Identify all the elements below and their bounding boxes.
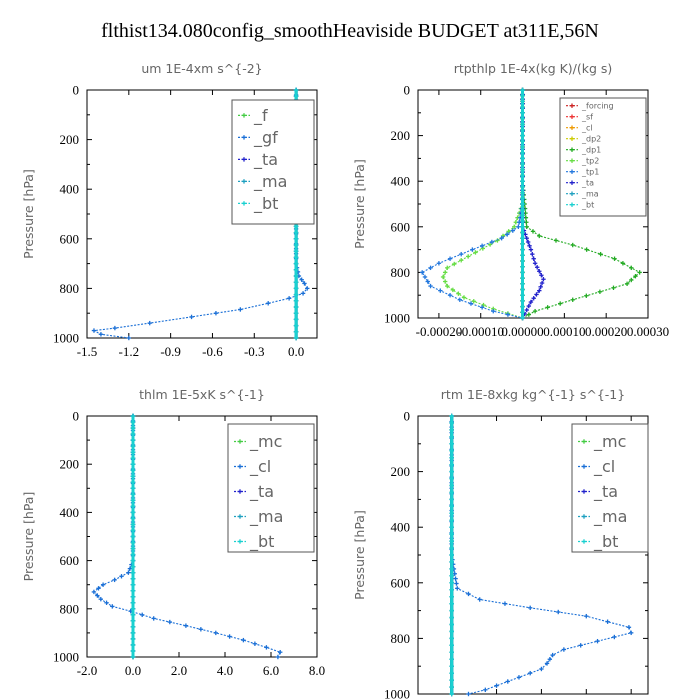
y-tick-label: 400 bbox=[60, 505, 80, 520]
y-tick-label: 200 bbox=[391, 464, 411, 479]
y-tick-label: 400 bbox=[391, 174, 411, 189]
y-tick-label: 1000 bbox=[53, 650, 79, 665]
legend-box bbox=[559, 97, 647, 217]
x-tick-label: 0.00010 bbox=[543, 324, 585, 339]
legend-label: _ma bbox=[249, 507, 283, 527]
x-tick-label: 0.0 bbox=[125, 663, 141, 678]
legend-box bbox=[571, 423, 649, 553]
legend-label: _bt bbox=[581, 201, 594, 210]
x-tick-label: 6.0 bbox=[263, 663, 279, 678]
x-tick-label: -0.3 bbox=[244, 344, 265, 359]
legend-label: _cl bbox=[581, 124, 593, 133]
legend-label: _ta bbox=[581, 179, 594, 188]
legend-label: _gf bbox=[253, 128, 278, 148]
y-tick-label: 0 bbox=[404, 409, 411, 424]
y-tick-label: 0 bbox=[73, 83, 80, 98]
legend: _f_gf_ta_ma_bt bbox=[231, 99, 315, 225]
x-tick-label: 4.0 bbox=[217, 663, 233, 678]
x-tick-label: 2.0 bbox=[171, 663, 187, 678]
y-tick-label: 600 bbox=[391, 575, 411, 590]
legend-label: _bt bbox=[593, 532, 618, 552]
legend-label: _ta bbox=[253, 150, 278, 170]
legend-box bbox=[227, 423, 315, 553]
plot-title: um 1E-4xm s^{-2} bbox=[141, 61, 262, 76]
chart-panel-1: um 1E-4xm s^{-2} Pressure [hPa] 0 200 400 600… bbox=[21, 61, 318, 359]
y-axis-label: Pressure [hPa] bbox=[352, 510, 367, 600]
x-tick-label: 0.00000 bbox=[501, 324, 543, 339]
legend-label: _sf bbox=[581, 113, 593, 122]
x-tick-label: -2.0 bbox=[77, 663, 98, 678]
y-tick-label: 1000 bbox=[53, 331, 79, 346]
y-tick-label: 200 bbox=[60, 132, 80, 147]
y-tick-label: 800 bbox=[60, 281, 80, 296]
series-bt bbox=[130, 413, 136, 660]
series-line bbox=[421, 90, 524, 319]
x-tick-label: -0.00020 bbox=[416, 324, 463, 339]
x-tick-label: -1.2 bbox=[119, 344, 140, 359]
x-tick-label: -1.5 bbox=[77, 344, 98, 359]
legend-label: _cl bbox=[593, 457, 615, 477]
y-tick-label: 400 bbox=[60, 182, 80, 197]
series-tp1 bbox=[419, 87, 525, 321]
y-tick-label: 400 bbox=[391, 520, 411, 535]
legend-label: _dp1 bbox=[581, 146, 601, 155]
legend-label: _tp2 bbox=[581, 157, 599, 166]
series-tp2 bbox=[440, 87, 525, 321]
chart-panel-4: rtm 1E-8xkg kg^{-1} s^{-1} Pressure [hPa]… bbox=[352, 387, 649, 700]
legend-label: _bt bbox=[249, 532, 274, 552]
legend-label: _ta bbox=[249, 482, 274, 502]
legend-label: _f bbox=[253, 106, 268, 126]
series-line bbox=[442, 90, 524, 319]
legend-label: _forcing bbox=[581, 102, 614, 111]
legend: _forcing _sf _cl _dp2 _dp1 _tp2 _tp1 _ta _ma _bt bbox=[559, 97, 647, 217]
x-tick-label: 0.00020 bbox=[585, 324, 627, 339]
plot-title: rtm 1E-8xkg kg^{-1} s^{-1} bbox=[441, 387, 625, 402]
legend-label: _ma bbox=[581, 190, 599, 199]
y-axis-label: Pressure [hPa] bbox=[21, 169, 36, 259]
y-tick-label: 800 bbox=[60, 601, 80, 616]
x-tick-label: -0.00010 bbox=[457, 324, 504, 339]
y-tick-label: 200 bbox=[391, 128, 411, 143]
plot-title: thlm 1E-5xK s^{-1} bbox=[139, 387, 265, 402]
y-tick-label: 800 bbox=[391, 265, 411, 280]
x-tick-label: -0.6 bbox=[202, 344, 223, 359]
y-axis-label: Pressure [hPa] bbox=[352, 159, 367, 249]
legend-label: _dp2 bbox=[581, 135, 601, 144]
y-tick-label: 0 bbox=[73, 409, 80, 424]
legend-label: _ta bbox=[593, 482, 618, 502]
page-title: flthist134.080config_smoothHeaviside BUD… bbox=[101, 20, 599, 42]
y-tick-label: 800 bbox=[391, 631, 411, 646]
legend-label: _ma bbox=[253, 172, 287, 192]
legend: _mc _cl _ta _ma _bt bbox=[227, 423, 315, 553]
legend-label: _ma bbox=[593, 507, 627, 527]
plot-title: rtpthlp 1E-4x(kg K)/(kg s) bbox=[454, 61, 613, 76]
y-tick-label: 1000 bbox=[384, 311, 410, 326]
legend-label: _cl bbox=[249, 457, 271, 477]
legend-label: _mc bbox=[593, 432, 626, 452]
y-tick-label: 600 bbox=[391, 219, 411, 234]
legend-label: _mc bbox=[249, 432, 282, 452]
y-axis-label: Pressure [hPa] bbox=[21, 492, 36, 582]
y-tick-label: 0 bbox=[404, 83, 411, 98]
y-tick-label: 200 bbox=[60, 457, 80, 472]
y-tick-label: 600 bbox=[60, 231, 80, 246]
series-bt bbox=[449, 413, 454, 697]
y-tick-label: 1000 bbox=[384, 687, 410, 700]
x-tick-label: 8.0 bbox=[309, 663, 325, 678]
chart-panel-2: rtpthlp 1E-4x(kg K)/(kg s) Pressure [hPa]… bbox=[352, 61, 669, 339]
x-tick-label: 0.00030 bbox=[627, 324, 669, 339]
x-tick-label: 0.0 bbox=[288, 344, 304, 359]
chart-panel-3: thlm 1E-5xK s^{-1} Pressure [hPa] 0 200 400 6… bbox=[21, 387, 325, 678]
y-tick-label: 600 bbox=[60, 553, 80, 568]
x-tick-label: -0.9 bbox=[160, 344, 181, 359]
legend-label: _tp1 bbox=[581, 168, 599, 177]
series-bt bbox=[520, 87, 525, 321]
legend: _mc _cl _ta _ma _bt bbox=[571, 423, 649, 553]
legend-label: _bt bbox=[253, 194, 278, 214]
